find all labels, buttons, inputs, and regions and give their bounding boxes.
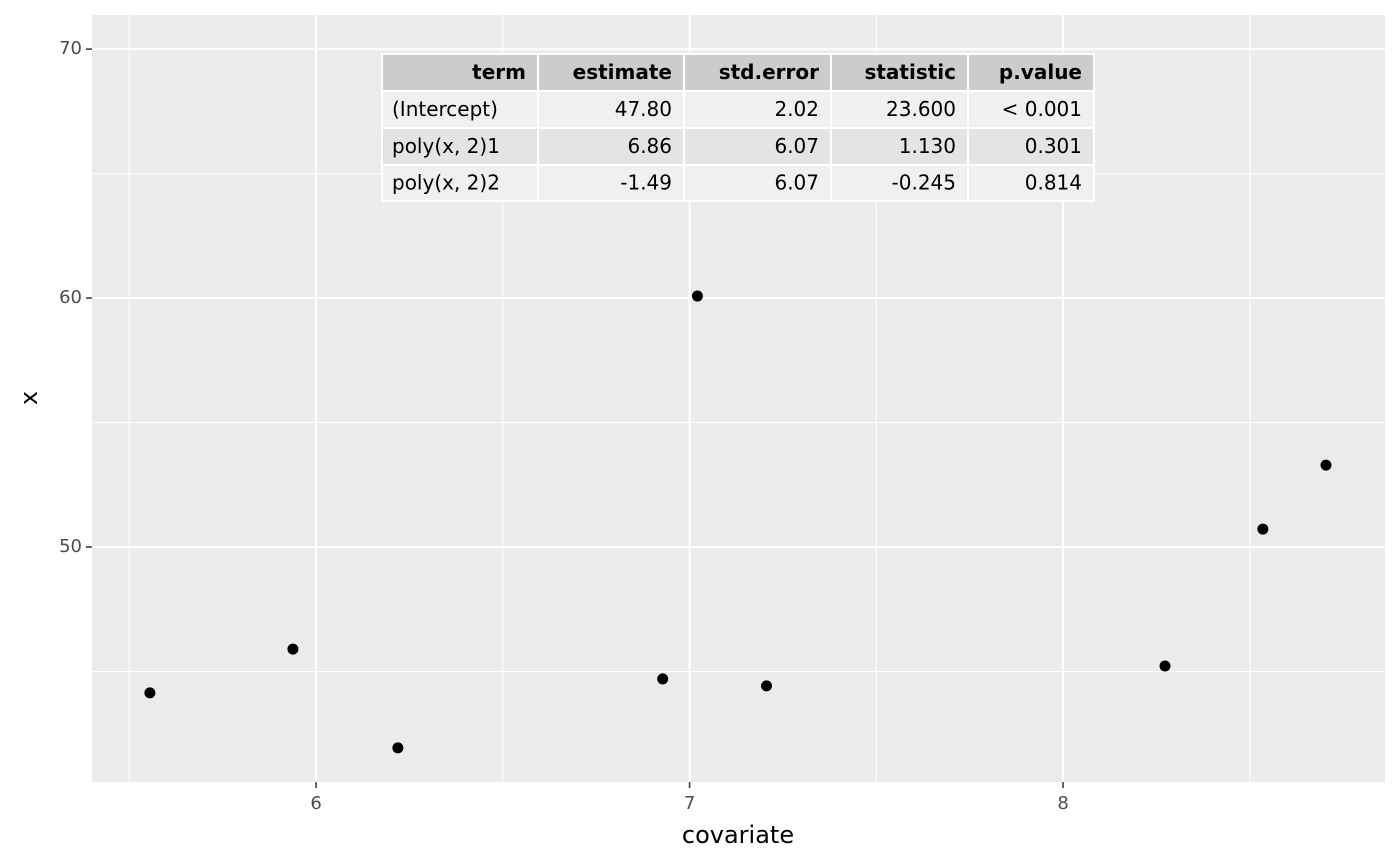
table-text: -1.49 bbox=[620, 171, 672, 195]
point bbox=[1320, 459, 1332, 471]
y-tick-label: 70 bbox=[59, 38, 82, 59]
x-axis-title: covariate bbox=[682, 821, 794, 849]
table-header-text: term bbox=[472, 60, 526, 84]
table-header-cell bbox=[381, 53, 539, 92]
table-cell bbox=[537, 164, 685, 202]
table-text: poly(x, 2)1 bbox=[392, 134, 500, 158]
point bbox=[761, 680, 773, 692]
table-text: 6.07 bbox=[774, 134, 819, 158]
x-tick-label: 7 bbox=[684, 793, 695, 814]
table-text: poly(x, 2)2 bbox=[392, 171, 500, 195]
table-text: 6.07 bbox=[774, 171, 819, 195]
table-cell bbox=[967, 164, 1095, 202]
table-header-text: p.value bbox=[999, 60, 1082, 84]
point bbox=[392, 742, 404, 754]
table-header-text: estimate bbox=[573, 60, 672, 84]
table-cell bbox=[830, 90, 969, 129]
table-header-cell bbox=[683, 53, 832, 92]
table-cell bbox=[967, 90, 1095, 129]
table-text: 0.814 bbox=[1025, 171, 1082, 195]
y-axis-title: x bbox=[15, 391, 43, 405]
table-text: < 0.001 bbox=[1002, 97, 1082, 121]
y-tick-label: 50 bbox=[59, 536, 82, 557]
point bbox=[287, 643, 299, 655]
table-header-text: std.error bbox=[719, 60, 819, 84]
x-tick-label: 6 bbox=[310, 793, 321, 814]
table-header-cell bbox=[967, 53, 1095, 92]
point bbox=[1257, 523, 1269, 535]
x-tick-label: 8 bbox=[1057, 793, 1068, 814]
y-tick-label: 60 bbox=[59, 287, 82, 308]
table-cell bbox=[830, 164, 969, 202]
points bbox=[144, 290, 1332, 754]
table-text: 0.301 bbox=[1025, 134, 1082, 158]
table-text: 47.80 bbox=[615, 97, 672, 121]
point bbox=[144, 687, 156, 699]
table-text: 1.130 bbox=[899, 134, 956, 158]
table-text: -0.245 bbox=[892, 171, 956, 195]
table-text: 2.02 bbox=[774, 97, 819, 121]
table: term estimate std.error statistic p.value (In… bbox=[381, 53, 1095, 202]
table-cell bbox=[381, 164, 539, 202]
table-cell bbox=[967, 127, 1095, 166]
point bbox=[691, 290, 703, 302]
table-cell bbox=[683, 164, 832, 202]
table-cell bbox=[537, 127, 685, 166]
table-text: 23.600 bbox=[886, 97, 956, 121]
point bbox=[1159, 660, 1171, 672]
table-cell bbox=[683, 127, 832, 166]
table-header-text: statistic bbox=[864, 60, 956, 84]
table-text: 6.86 bbox=[627, 134, 672, 158]
table-text: (Intercept) bbox=[392, 97, 498, 121]
point bbox=[657, 673, 669, 685]
table-cell bbox=[830, 127, 969, 166]
table-cell bbox=[537, 90, 685, 129]
